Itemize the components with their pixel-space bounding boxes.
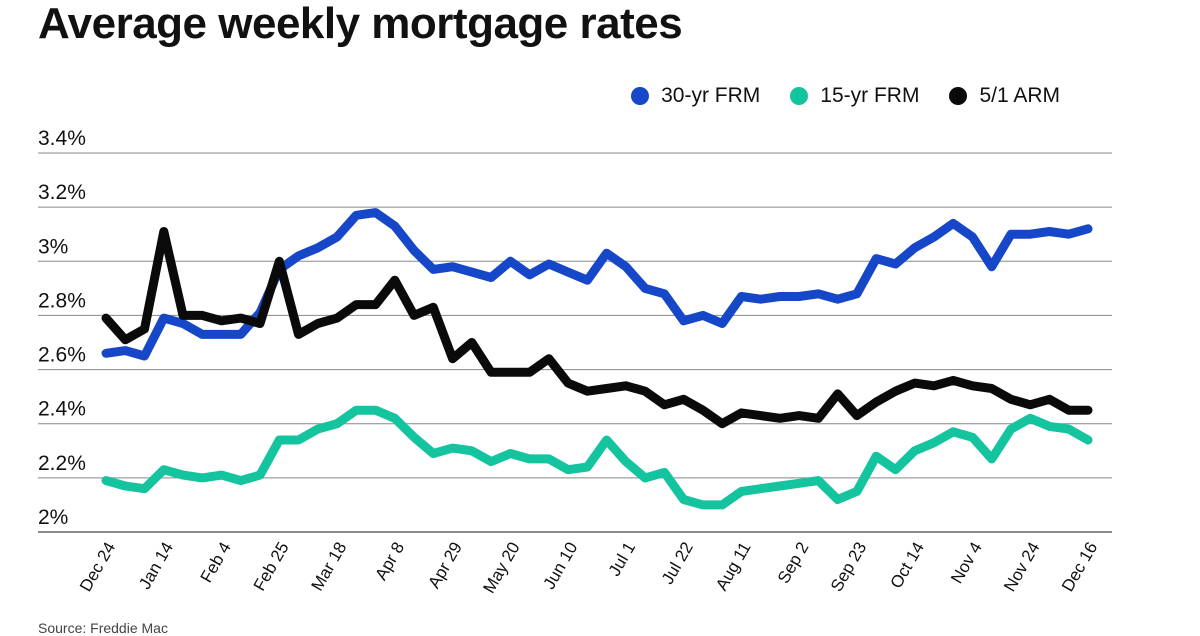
- y-tick-label: 3%: [38, 235, 68, 258]
- x-tick-label: Apr 8: [371, 539, 408, 584]
- x-tick-label: Oct 14: [887, 539, 929, 592]
- x-tick-label: Dec 16: [1058, 539, 1101, 595]
- x-axis-ticks: Dec 24 Jan 14 Feb 4 Feb 25 Mar 18 Apr 8 Apr 29…: [76, 539, 1101, 597]
- y-tick-label: 2.2%: [38, 452, 86, 475]
- x-tick-label: Sep 2: [774, 539, 813, 587]
- x-tick-label: Nov 24: [1000, 539, 1043, 595]
- x-tick-label: Jul 1: [605, 539, 639, 580]
- legend-label-30yr: 30-yr FRM: [661, 84, 761, 107]
- legend-dot-30yr: [631, 87, 650, 105]
- x-tick-label: Jul 22: [658, 539, 697, 588]
- x-tick-label: Dec 24: [76, 539, 119, 595]
- x-tick-label: Apr 29: [424, 539, 466, 592]
- y-axis-ticks: 2% 2.2% 2.4% 2.6% 2.8% 3% 3.2% 3.4%: [38, 127, 86, 529]
- legend-dot-arm: [949, 87, 968, 105]
- y-tick-label: 3.2%: [38, 181, 86, 204]
- series-line-15yr-frm: [101, 405, 1093, 510]
- x-tick-label: Jun 10: [539, 539, 581, 593]
- y-tick-label: 2.6%: [38, 344, 86, 367]
- legend-item-15yr: 15-yr FRM: [790, 84, 919, 108]
- x-tick-label: Aug 11: [712, 539, 755, 594]
- chart-title: Average weekly mortgage rates: [38, 0, 683, 48]
- legend-dot-15yr: [790, 87, 809, 105]
- legend-item-arm: 5/1 ARM: [949, 84, 1060, 108]
- x-tick-label: Feb 25: [250, 539, 293, 594]
- legend-item-30yr: 30-yr FRM: [631, 84, 760, 108]
- source-note: Source: Freddie Mac: [38, 620, 168, 636]
- y-tick-label: 2.4%: [38, 398, 86, 421]
- x-tick-label: Sep 23: [827, 539, 870, 595]
- y-tick-label: 3.4%: [38, 127, 86, 150]
- y-tick-label: 2%: [38, 506, 68, 529]
- legend: 30-yr FRM 15-yr FRM 5/1 ARM: [631, 84, 1060, 108]
- x-tick-label: Nov 4: [947, 539, 986, 587]
- series-lines: [101, 208, 1093, 510]
- x-tick-label: Mar 18: [307, 539, 350, 594]
- x-tick-label: Jan 14: [135, 539, 177, 593]
- x-tick-label: May 20: [479, 539, 523, 597]
- series-line-5-1-arm: [101, 227, 1093, 429]
- gridlines: [38, 152, 1112, 533]
- y-tick-label: 2.8%: [38, 289, 86, 312]
- x-tick-label: Feb 4: [197, 539, 235, 586]
- legend-label-arm: 5/1 ARM: [979, 84, 1060, 107]
- legend-label-15yr: 15-yr FRM: [820, 84, 920, 107]
- series-line-30yr-frm: [101, 208, 1093, 361]
